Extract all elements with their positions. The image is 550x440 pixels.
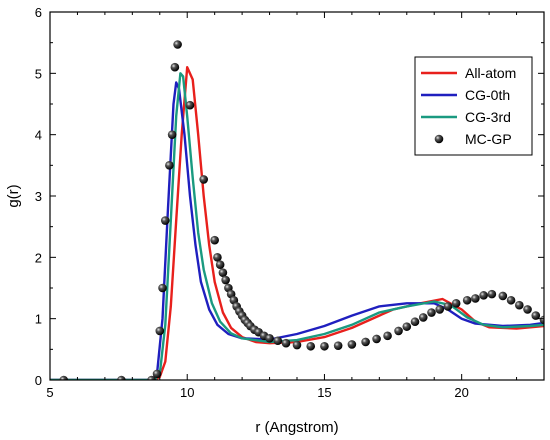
data-point-mc-gp bbox=[117, 375, 126, 380]
data-point-mc-gp bbox=[347, 340, 357, 349]
legend: All-atom CG-0th CG-3rd MC-GP bbox=[414, 56, 533, 156]
data-point-mc-gp bbox=[320, 341, 329, 351]
data-point-mc-gp bbox=[155, 326, 165, 336]
series-line-cg-3rd bbox=[50, 72, 544, 380]
data-point-mc-gp bbox=[506, 295, 516, 305]
ticks-layer: 5 10 15 20 0 1 2 3 4 5 6 bbox=[35, 5, 545, 400]
data-point-mc-gp bbox=[418, 313, 428, 322]
y-tick-label: 1 bbox=[35, 312, 42, 327]
legend-label-all-atom: All-atom bbox=[465, 65, 516, 81]
data-point-mc-gp bbox=[498, 291, 508, 301]
data-point-mc-gp bbox=[170, 62, 180, 72]
data-point-mc-gp bbox=[160, 216, 170, 225]
legend-label-cg-0th: CG-0th bbox=[465, 87, 510, 103]
data-point-mc-gp bbox=[402, 322, 412, 331]
data-point-mc-gp bbox=[394, 326, 403, 336]
plot-area bbox=[50, 40, 544, 380]
data-point-mc-gp bbox=[479, 291, 488, 300]
data-point-mc-gp bbox=[59, 375, 69, 380]
x-tick-label: 20 bbox=[454, 385, 468, 400]
x-tick-label: 5 bbox=[46, 385, 53, 400]
data-point-mc-gp bbox=[215, 260, 225, 269]
data-point-mc-gp bbox=[333, 341, 343, 350]
y-tick-label: 3 bbox=[35, 189, 42, 204]
data-point-mc-gp bbox=[218, 268, 228, 277]
data-point-mc-gp bbox=[306, 341, 316, 351]
legend-label-cg-3rd: CG-3rd bbox=[465, 109, 511, 125]
y-axis-title: g(r) bbox=[5, 184, 22, 207]
data-point-mc-gp bbox=[265, 333, 274, 343]
data-point-mc-gp bbox=[487, 289, 497, 299]
series-line-all-atom bbox=[50, 66, 544, 380]
data-point-mc-gp bbox=[410, 317, 420, 327]
data-point-mc-gp bbox=[199, 175, 208, 184]
data-point-mc-gp bbox=[167, 130, 177, 139]
data-point-mc-gp bbox=[213, 253, 222, 262]
data-point-mc-gp bbox=[361, 337, 370, 347]
data-point-mc-gp bbox=[147, 375, 156, 380]
data-point-mc-gp bbox=[451, 299, 461, 308]
data-point-mc-gp bbox=[173, 40, 182, 49]
data-point-mc-gp bbox=[273, 336, 283, 346]
data-point-mc-gp bbox=[539, 315, 544, 325]
data-point-mc-gp bbox=[372, 334, 381, 344]
data-point-mc-gp bbox=[515, 300, 524, 310]
y-tick-label: 2 bbox=[35, 250, 42, 265]
data-point-mc-gp bbox=[427, 308, 436, 317]
data-point-mc-gp bbox=[443, 302, 453, 311]
data-point-mc-gp bbox=[210, 235, 219, 245]
x-axis-title: r (Angstrom) bbox=[255, 419, 338, 436]
data-point-mc-gp bbox=[152, 369, 162, 379]
data-point-mc-gp bbox=[292, 340, 302, 350]
data-point-mc-gp bbox=[185, 100, 195, 110]
data-point-mc-gp bbox=[165, 161, 174, 170]
y-tick-label: 0 bbox=[35, 373, 42, 388]
data-point-mc-gp bbox=[383, 331, 392, 341]
data-point-mc-gp bbox=[221, 275, 230, 285]
data-point-mc-gp bbox=[531, 311, 541, 320]
data-point-mc-gp bbox=[523, 305, 532, 314]
legend-swatch-mc-gp bbox=[434, 134, 444, 144]
data-point-mc-gp bbox=[462, 295, 472, 305]
y-tick-label: 5 bbox=[35, 66, 42, 81]
x-tick-label: 15 bbox=[317, 385, 331, 400]
data-point-mc-gp bbox=[158, 283, 167, 293]
legend-label-mc-gp: MC-GP bbox=[465, 131, 512, 147]
data-point-mc-gp bbox=[471, 294, 480, 303]
series-layer bbox=[50, 40, 544, 380]
data-point-mc-gp bbox=[281, 338, 291, 348]
y-tick-label: 6 bbox=[35, 5, 42, 20]
data-point-mc-gp bbox=[435, 305, 445, 314]
x-tick-label: 10 bbox=[180, 385, 194, 400]
y-tick-label: 4 bbox=[35, 128, 42, 143]
